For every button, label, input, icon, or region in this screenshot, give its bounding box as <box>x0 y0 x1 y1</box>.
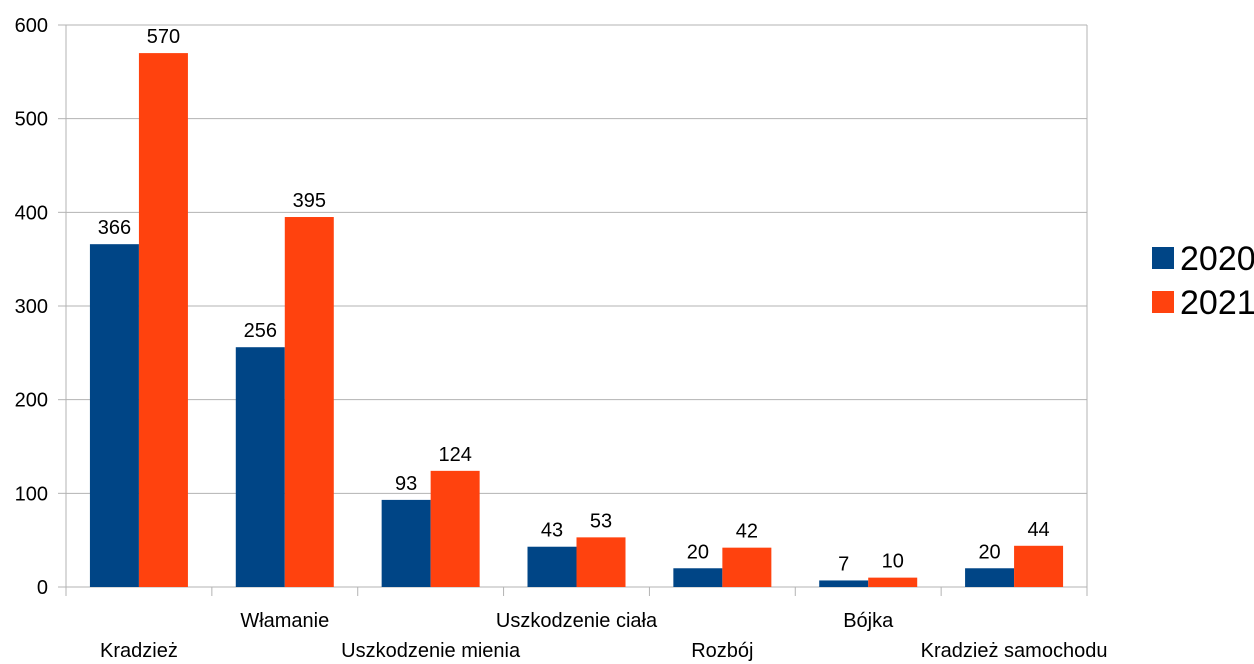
y-tick-label: 200 <box>15 390 48 412</box>
legend-label: 2021 <box>1180 284 1254 322</box>
bar-2020 <box>235 347 285 587</box>
x-category-label: Włamanie <box>240 610 329 632</box>
bar-2020 <box>819 580 869 587</box>
data-labels: 366 570 256 395 93 124 43 53 20 42 7 10 20 44 <box>98 26 1050 575</box>
y-tick-label: 300 <box>15 296 48 318</box>
data-label: 43 <box>541 520 563 542</box>
legend-label: 2020 <box>1180 240 1254 278</box>
data-label: 53 <box>590 510 612 532</box>
x-category-label: Uszkodzenie mienia <box>341 640 521 662</box>
legend-swatch-2020 <box>1152 247 1174 269</box>
y-tick-label: 0 <box>37 577 48 599</box>
bar-2021 <box>722 547 772 587</box>
data-label: 42 <box>736 521 758 543</box>
y-tick-label: 400 <box>15 202 48 224</box>
bar-2020 <box>673 568 723 587</box>
data-label: 256 <box>244 320 277 342</box>
x-category-label: Rozbój <box>691 640 753 662</box>
bar-2020 <box>527 546 577 587</box>
y-tick-label: 100 <box>15 483 48 505</box>
data-label: 366 <box>98 217 131 239</box>
data-label: 93 <box>395 473 417 495</box>
y-tick-label: 600 <box>15 15 48 37</box>
bar-2020 <box>381 499 431 587</box>
x-category-label: Kradzież samochodu <box>921 640 1108 662</box>
data-label: 20 <box>687 541 709 563</box>
x-category-label: Uszkodzenie ciała <box>496 610 658 632</box>
bar-2021 <box>138 53 188 588</box>
data-label: 395 <box>293 190 326 212</box>
data-label: 44 <box>1027 519 1049 541</box>
data-label: 570 <box>147 26 180 48</box>
data-label: 20 <box>978 541 1000 563</box>
bar-2021 <box>430 470 480 587</box>
bar-2020 <box>965 568 1015 587</box>
bar-2021 <box>576 537 626 587</box>
bars <box>89 53 1064 588</box>
data-label: 10 <box>882 551 904 573</box>
x-category-label: Bójka <box>843 610 894 632</box>
data-label: 124 <box>438 444 471 466</box>
y-tick-label: 500 <box>15 109 48 131</box>
x-category-label: Kradzież <box>100 640 178 662</box>
legend-swatch-2021 <box>1152 291 1174 313</box>
bar-2021 <box>1014 545 1064 587</box>
bar-2021 <box>284 217 334 587</box>
gridlines <box>58 24 1088 588</box>
x-axis: Kradzież Włamanie Uszkodzenie mienia Uszkod… <box>65 587 1108 662</box>
data-label: 7 <box>838 553 849 575</box>
legend: 2020 2021 <box>1152 240 1254 322</box>
y-axis-ticks: 0 100 200 300 400 500 600 <box>15 15 48 599</box>
bar-2020 <box>89 244 139 587</box>
bar-2021 <box>868 577 918 587</box>
